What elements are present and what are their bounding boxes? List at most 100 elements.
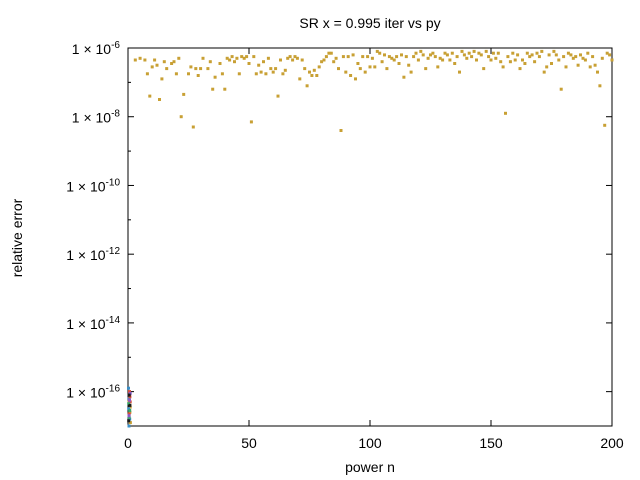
data-point [511, 52, 514, 55]
x-tick-label: 50 [241, 435, 257, 451]
data-point [431, 52, 434, 55]
data-point [422, 53, 425, 56]
y-tick-label: 1 × 10-14 [66, 315, 120, 332]
data-point [332, 60, 335, 63]
plot-frame [128, 48, 612, 426]
data-point [361, 55, 364, 58]
data-point [298, 77, 301, 80]
data-point [490, 59, 493, 62]
data-point [584, 59, 587, 62]
data-point [473, 50, 476, 53]
x-tick-label: 200 [600, 435, 624, 451]
data-point [146, 72, 149, 75]
data-point [579, 53, 582, 56]
data-point [424, 67, 427, 70]
data-point [405, 55, 408, 58]
data-point [531, 53, 534, 56]
data-point [521, 59, 524, 62]
data-point [303, 67, 306, 70]
data-point [441, 59, 444, 62]
data-point [296, 57, 299, 60]
data-point [494, 57, 497, 60]
data-point [352, 53, 355, 56]
data-point [158, 98, 161, 101]
data-point [192, 126, 195, 129]
data-point [267, 57, 270, 60]
data-point [417, 59, 420, 62]
data-point [202, 57, 205, 60]
data-point [598, 84, 601, 87]
data-point [555, 53, 558, 56]
data-point [400, 53, 403, 56]
data-point [143, 59, 146, 62]
y-tick-label: 1 × 10-10 [66, 177, 120, 194]
data-point [574, 55, 577, 58]
data-point [231, 55, 234, 58]
data-point [550, 62, 553, 65]
data-point [398, 62, 401, 65]
data-point [506, 55, 509, 58]
data-point [434, 55, 437, 58]
data-point [318, 65, 321, 68]
data-point [182, 93, 185, 96]
data-point [354, 77, 357, 80]
data-point [323, 59, 326, 62]
data-point [560, 88, 563, 91]
data-point [596, 71, 599, 74]
data-point [153, 59, 156, 62]
y-tick-label: 1 × 10-8 [72, 109, 121, 126]
data-point [156, 64, 159, 67]
data-point [269, 67, 272, 70]
data-point [608, 53, 611, 56]
data-point [127, 419, 130, 422]
data-point [233, 60, 236, 63]
data-point [453, 62, 456, 65]
data-point [284, 69, 287, 72]
data-point [412, 55, 415, 58]
data-point [463, 53, 466, 56]
data-point [173, 60, 176, 63]
y-tick-label: 1 × 10-6 [72, 40, 121, 57]
data-point [359, 67, 362, 70]
data-point [470, 55, 473, 58]
data-point [385, 67, 388, 70]
data-point [480, 53, 483, 56]
data-point [330, 52, 333, 55]
data-point [197, 74, 200, 77]
data-point [485, 50, 488, 53]
chart-title: SR x = 0.995 iter vs py [299, 15, 440, 31]
data-point [487, 55, 490, 58]
data-point [128, 399, 131, 402]
data-point [492, 52, 495, 55]
data-point [373, 65, 376, 68]
data-point [175, 72, 178, 75]
data-point [410, 71, 413, 74]
data-point [248, 62, 251, 65]
data-point [591, 55, 594, 58]
data-point [128, 409, 131, 412]
data-point [289, 55, 292, 58]
data-point [427, 57, 430, 60]
data-point [458, 71, 461, 74]
data-point [415, 52, 418, 55]
data-point [402, 76, 405, 79]
data-point [395, 55, 398, 58]
data-point [565, 65, 568, 68]
data-point [523, 62, 526, 65]
data-point [552, 50, 555, 53]
data-point [342, 55, 345, 58]
data-point [281, 72, 284, 75]
data-point [349, 74, 352, 77]
data-point [446, 53, 449, 56]
data-point [364, 71, 367, 74]
data-point [393, 59, 396, 62]
data-point [255, 72, 258, 75]
data-point [308, 71, 311, 74]
data-point [577, 64, 580, 67]
data-point [419, 50, 422, 53]
x-axis-label: power n [345, 459, 395, 475]
data-point [465, 57, 468, 60]
data-point [448, 59, 451, 62]
data-point [160, 77, 163, 80]
data-point [369, 65, 372, 68]
